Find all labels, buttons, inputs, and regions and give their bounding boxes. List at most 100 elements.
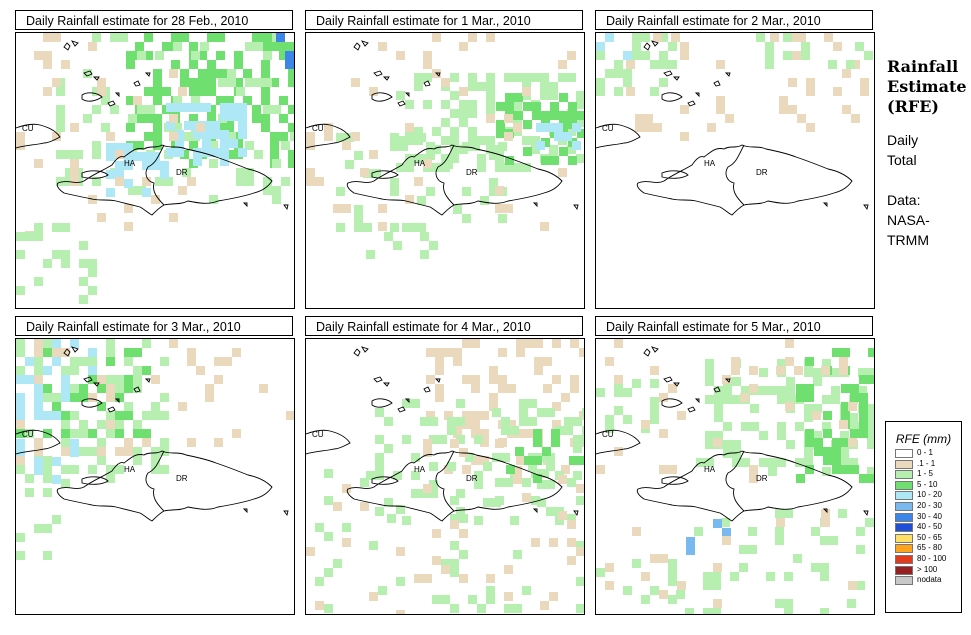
- rainfall-cell: [534, 339, 543, 348]
- rainfall-cell: [281, 141, 290, 150]
- rainfall-cell: [207, 114, 216, 123]
- rainfall-cell: [153, 132, 162, 141]
- rainfall-cell: [79, 259, 88, 268]
- rainfall-cell: [227, 78, 236, 87]
- rainfall-cell: [390, 223, 399, 232]
- rainfall-cell: [52, 515, 61, 524]
- rainfall-cell: [576, 541, 584, 550]
- rainfall-cell: [106, 143, 115, 152]
- rainfall-cell: [453, 357, 462, 366]
- rainfall-cell: [456, 489, 465, 498]
- rainfall-cell: [151, 465, 160, 474]
- rainfall-cell: [558, 60, 567, 69]
- rainfall-cell: [775, 527, 784, 536]
- rainfall-cell: [582, 435, 584, 444]
- rainfall-cell: [124, 179, 133, 188]
- panel-title: Daily Rainfall estimate for 5 Mar., 2010: [595, 316, 873, 336]
- rainfall-cell: [486, 109, 495, 118]
- rainfall-cell: [333, 559, 342, 568]
- legend-label: 50 - 65: [917, 532, 942, 542]
- rainfall-map-svg: CU HA DR: [16, 339, 294, 560]
- rainfall-cell: [641, 572, 650, 581]
- panel-mar3: Daily Rainfall estimate for 3 Mar., 2010…: [15, 316, 295, 615]
- rainfall-cell: [759, 368, 768, 377]
- rainfall-cell: [220, 157, 229, 166]
- rainfall-cell: [378, 42, 387, 51]
- rainfall-cell: [245, 141, 254, 150]
- label-haiti: HA: [414, 159, 426, 168]
- rainfall-cell: [783, 33, 792, 42]
- rainfall-cell: [144, 132, 153, 141]
- rainfall-cell: [43, 465, 52, 474]
- rainfall-cell: [540, 91, 549, 100]
- rainfall-cell: [390, 187, 399, 196]
- rainfall-cell: [414, 574, 423, 583]
- rainfall-cell: [730, 572, 739, 581]
- rainfall-cell: [429, 241, 438, 250]
- rainfall-cell: [16, 232, 25, 241]
- rainfall-cell: [25, 357, 34, 366]
- rainfall-cell: [162, 42, 171, 51]
- rainfall-cell: [34, 466, 43, 475]
- panel-mar2: Daily Rainfall estimate for 2 Mar., 2010…: [595, 10, 875, 309]
- rainfall-cell: [841, 438, 850, 447]
- rainfall-cell: [43, 366, 52, 375]
- rainfall-cell: [486, 91, 495, 100]
- rainfall-cell: [70, 411, 79, 420]
- rainfall-cell: [16, 348, 25, 357]
- rainfall-cell: [486, 136, 495, 145]
- rainfall-cell: [741, 386, 750, 395]
- rainfall-cell: [52, 132, 61, 141]
- rainfall-cell: [450, 604, 459, 613]
- coastline: [306, 40, 579, 216]
- rainfall-map: CU HA DR: [595, 32, 875, 309]
- rainfall-cell: [106, 393, 115, 402]
- rainfall-cell: [840, 449, 849, 458]
- rainfall-cell: [396, 547, 405, 556]
- rainfall-cell: [432, 529, 441, 538]
- rainfall-cell: [182, 168, 191, 177]
- rainfall-cell: [198, 78, 207, 87]
- rainfall-cell: [106, 132, 115, 141]
- rainfall-cell: [375, 462, 384, 471]
- rainfall-cell: [43, 339, 52, 348]
- rainfall-cell: [705, 359, 714, 368]
- rainfall-cell: [501, 417, 510, 426]
- panel-title: Daily Rainfall estimate for 28 Feb., 201…: [15, 10, 293, 30]
- rainfall-cell: [528, 399, 537, 408]
- rainfall-map-svg: CU HA DR: [306, 339, 584, 614]
- rainfall-cell: [209, 195, 218, 204]
- rainfall-cell: [169, 213, 178, 222]
- rainfall-cell: [441, 559, 450, 568]
- panel-title: Daily Rainfall estimate for 1 Mar., 2010: [305, 10, 583, 30]
- rainfall-cell: [531, 469, 540, 478]
- rainfall-cell: [868, 348, 874, 357]
- rainfall-cell: [189, 114, 198, 123]
- rainfall-cell: [61, 420, 70, 429]
- rainfall-cell: [805, 429, 814, 438]
- rainfall-cell: [558, 168, 567, 177]
- rainfall-cell: [79, 241, 88, 250]
- rainfall-cell: [680, 42, 689, 51]
- rainfall-cell: [668, 577, 677, 586]
- rainfall-cell: [180, 33, 189, 42]
- rainfall-cell: [641, 595, 650, 604]
- rainfall-cell: [279, 51, 288, 60]
- rainfall-cell: [276, 33, 285, 42]
- rainfall-cell: [142, 177, 151, 186]
- rainfall-cell: [153, 69, 162, 78]
- legend-label: 40 - 50: [917, 522, 942, 532]
- rainfall-cell: [806, 87, 815, 96]
- rainfall-cell: [88, 393, 97, 402]
- rainfall-cell: [855, 42, 864, 51]
- rainfall-cell: [650, 415, 659, 424]
- rainfall-cell: [171, 60, 180, 69]
- rainfall-cell: [216, 33, 225, 42]
- rainfall-cell: [531, 496, 540, 505]
- rainfall-cell: [411, 471, 420, 480]
- rainfall-cell: [151, 402, 160, 411]
- rainfall-cell: [739, 563, 748, 572]
- rainfall-cell: [795, 458, 804, 467]
- rainfall-cell: [858, 368, 867, 377]
- rainfall-cell: [142, 411, 151, 420]
